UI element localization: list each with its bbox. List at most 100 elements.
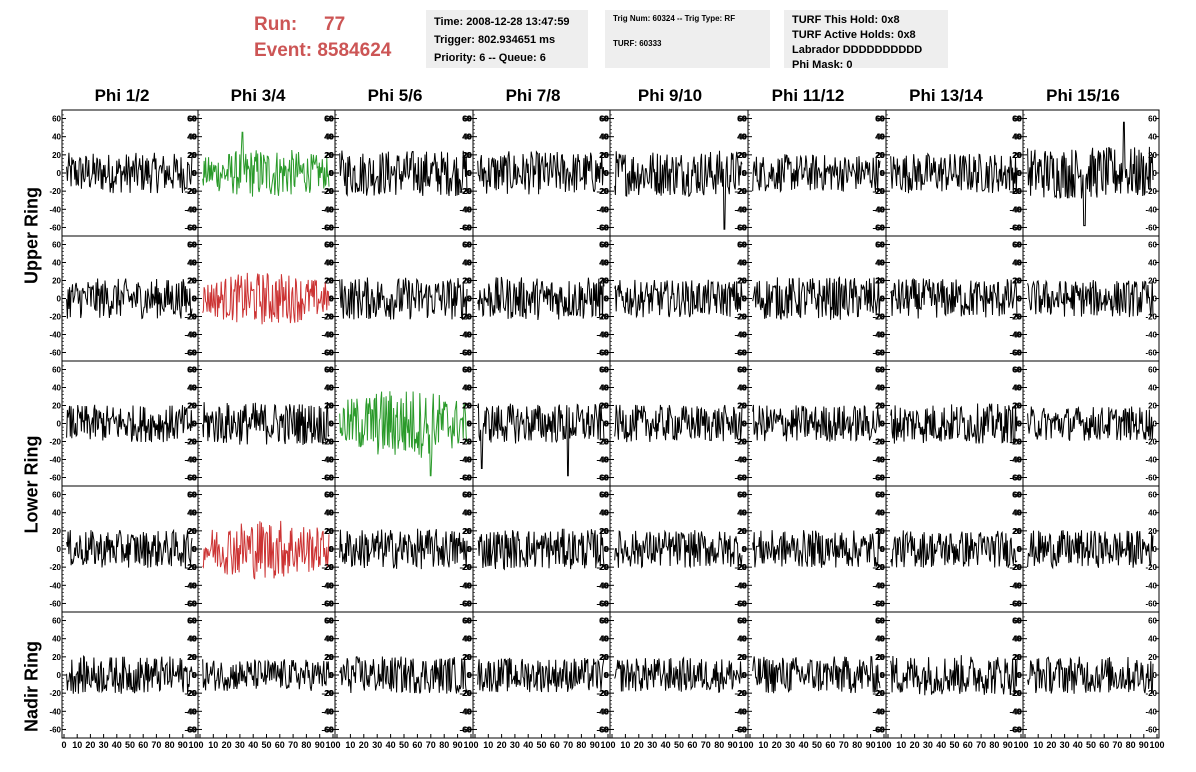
x-tick-label: 80 [439, 740, 449, 750]
waveform-trace [339, 150, 468, 197]
y-tick-label-left: 20 [876, 653, 885, 662]
y-tick-label-left: 20 [325, 277, 334, 286]
y-tick-label-right: -60 [321, 349, 333, 358]
y-tick-label-right: -60 [734, 223, 746, 232]
y-tick-label-right: -60 [1009, 474, 1021, 483]
y-tick-label-left: 60 [876, 241, 885, 250]
waveform-trace [1027, 279, 1154, 318]
waveform-trace [890, 655, 1018, 696]
y-tick-label-left: -40 [1010, 456, 1022, 465]
y-tick-label-left: -20 [597, 313, 609, 322]
event-label: Event: [254, 40, 313, 61]
y-tick-label-left: -60 [735, 725, 747, 734]
y-tick-label-right: 60 [875, 366, 884, 375]
y-tick-label-right: -40 [459, 205, 471, 214]
y-tick-label-right: -20 [872, 187, 884, 196]
x-tick-label: 30 [923, 740, 933, 750]
x-tick-label: 80 [852, 740, 862, 750]
x-tick-label: 60 [825, 740, 835, 750]
y-tick-label-right: -60 [872, 349, 884, 358]
x-tick-label: 60 [963, 740, 973, 750]
y-tick-label-right: -60 [596, 725, 608, 734]
priority-text: Priority: 6 -- Queue: 6 [434, 52, 546, 64]
y-tick-label-right: 40 [324, 259, 333, 268]
y-tick-label-right: 0 [742, 545, 747, 554]
x-tick-label: 60 [138, 740, 148, 750]
waveform-trace [202, 272, 330, 325]
y-tick-label-left: 20 [876, 277, 885, 286]
y-tick-label-right: 20 [324, 402, 333, 411]
y-tick-label-left: 20 [463, 277, 472, 286]
y-tick-label-right: 20 [875, 277, 884, 286]
y-tick-label-left: -20 [1010, 438, 1022, 447]
y-tick-label-left: 0 [605, 295, 610, 304]
y-tick-label-left: -20 [735, 313, 747, 322]
x-tick-label: 90 [866, 740, 876, 750]
y-tick-label-left: 0 [743, 169, 748, 178]
panel-r1-c1: -60 -40 -20 0 20 40 60 -60 -40 -20 0 20 40 60 [185, 235, 336, 362]
y-tick-label-right: 60 [1012, 241, 1021, 250]
y-tick-label-left: -20 [735, 689, 747, 698]
y-tick-label-left: -60 [322, 474, 334, 483]
waveform-trace [1027, 656, 1154, 694]
y-tick-label-right: 40 [187, 384, 196, 393]
y-tick-label-right: -40 [184, 331, 196, 340]
y-tick-label-left: -60 [322, 223, 334, 232]
y-tick-label-left: 20 [600, 653, 609, 662]
y-tick-label-left: 20 [1013, 277, 1022, 286]
y-tick-label-right: 0 [329, 545, 334, 554]
y-tick-label-left: 40 [325, 635, 334, 644]
y-tick-label-right: 20 [737, 277, 746, 286]
y-tick-label-right: -40 [596, 707, 608, 716]
x-tick-label: 40 [248, 740, 258, 750]
panel-r3-c7: -60 -40 -20 0 20 40 60 -60 -40 -20 0 20 40 60 [1010, 485, 1160, 613]
y-tick-label-right: 40 [462, 259, 471, 268]
waveform-trace [477, 403, 605, 477]
y-tick-label-right: 60 [1012, 491, 1021, 500]
x-tick-label: 80 [165, 740, 175, 750]
y-tick-label-left: 20 [188, 653, 197, 662]
y-tick-label-left: 20 [876, 527, 885, 536]
y-tick-label-left: 0 [468, 169, 473, 178]
y-tick-label-left: 60 [325, 241, 334, 250]
y-tick-label-right: -40 [596, 205, 608, 214]
y-tick-label-left: -40 [873, 205, 885, 214]
y-tick-label-left: 0 [743, 545, 748, 554]
y-tick-label-right: -60 [1145, 349, 1157, 358]
y-tick-label-left: 60 [600, 491, 609, 500]
x-tick-label: 20 [85, 740, 95, 750]
y-tick-label-left: 40 [52, 259, 61, 268]
y-tick-label-left: 40 [325, 133, 334, 142]
y-tick-label-right: 20 [875, 527, 884, 536]
x-tick-label: 40 [1073, 740, 1083, 750]
x-tick-label: 0 [61, 740, 66, 750]
y-tick-label-left: -40 [1010, 707, 1022, 716]
y-tick-label-left: -40 [460, 581, 472, 590]
y-tick-label-right: -60 [734, 349, 746, 358]
y-tick-label-right: -60 [734, 599, 746, 608]
y-tick-label-left: -60 [322, 599, 334, 608]
column-header-phi-15-16: Phi 15/16 [1046, 86, 1120, 105]
x-tick-label: 50 [1086, 740, 1096, 750]
y-tick-label-right: 20 [737, 527, 746, 536]
y-tick-label-right: -60 [1009, 223, 1021, 232]
y-tick-label-left: 60 [325, 491, 334, 500]
y-tick-label-left: -60 [1010, 349, 1022, 358]
trigger-info-box: Time: 2008-12-28 13:47:59 Trigger: 802.9… [426, 10, 588, 68]
y-tick-label-right: -60 [1145, 223, 1157, 232]
y-tick-label-left: 60 [1013, 115, 1022, 124]
y-tick-label-right: -40 [872, 581, 884, 590]
x-tick-label: 20 [497, 740, 507, 750]
y-tick-label-right: -60 [872, 725, 884, 734]
panel-r2-c4: -60 -40 -20 0 20 40 60 -60 -40 -20 0 20 40 60 [597, 360, 749, 487]
run-label: Run: [254, 14, 298, 35]
panel-frame [747, 485, 887, 613]
y-tick-label-right: 0 [329, 671, 334, 680]
y-tick-label-right: -60 [872, 474, 884, 483]
y-tick-label-right: 60 [875, 115, 884, 124]
y-tick-label-right: -20 [321, 689, 333, 698]
y-tick-label-left: 0 [193, 295, 198, 304]
y-tick-label-left: 0 [57, 671, 62, 680]
